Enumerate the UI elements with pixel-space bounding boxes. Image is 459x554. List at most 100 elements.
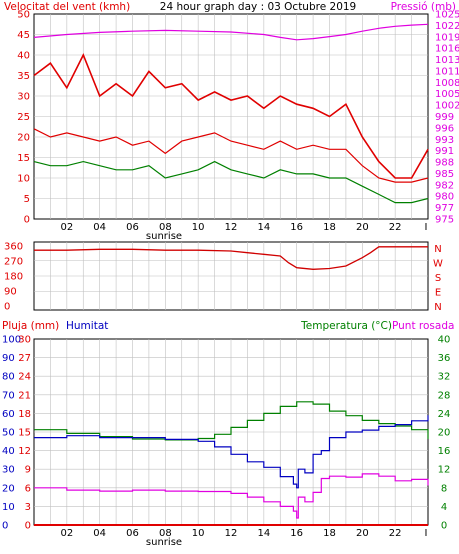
humidity-y-tick: 100 (2, 335, 21, 346)
series-temperature (33, 160, 429, 204)
pressure-y-tick: 977 (435, 203, 454, 214)
pressure-y-tick: 1025 (435, 10, 459, 21)
panel-temp-humidity: Pluja (mm) Humitat Temperatura (°C) Punt… (2, 320, 454, 548)
rain-y-tick: 21 (18, 390, 31, 401)
series-humidity (34, 415, 429, 489)
pressure-axis-label: Pressió (mb) (391, 1, 456, 13)
x-tick-label: 02 (60, 528, 73, 539)
wind-y-tick: 25 (17, 112, 30, 123)
series-dew_point (34, 473, 429, 519)
wind-y-tick: 50 (17, 10, 30, 21)
pressure-y-tick: 1013 (435, 55, 459, 66)
rain-y-tick: 27 (18, 353, 31, 364)
x-ticks-1: 02 04 06 08 10 12 14 16 18 20 22 I (60, 222, 427, 233)
x-tick-label: 12 (225, 528, 238, 539)
direction-y-ticks: 360 270 180 90 0 (4, 242, 23, 313)
pressure-y-tick: 1016 (435, 44, 459, 55)
rain-y-tick: 0 (25, 521, 31, 532)
x-tick-label: 22 (389, 528, 402, 539)
x-ticks-3: 02 04 06 08 10 12 14 16 18 20 22 I (60, 528, 427, 539)
temperature-y-tick: 32 (438, 372, 451, 383)
humidity-y-tick: 50 (2, 428, 15, 439)
compass-label: N (434, 244, 441, 255)
temperature-y-tick: 12 (438, 465, 451, 476)
temperature-y-tick: 16 (438, 446, 451, 457)
wind-y-tick: 15 (17, 153, 30, 164)
sunrise-label-3: sunrise (146, 537, 182, 548)
humidity-y-tick: 30 (2, 465, 15, 476)
x-tick-label: 08 (159, 222, 172, 233)
wind-axis-label: Velocitat del vent (kmh) (4, 1, 130, 13)
compass-label: E (435, 288, 441, 299)
series-temperature (34, 401, 429, 441)
humidity-y-tick: 40 (2, 446, 15, 457)
pressure-y-tick: 991 (435, 146, 454, 157)
humidity-y-tick: 20 (2, 483, 15, 494)
rain-y-tick: 3 (25, 502, 31, 513)
x-tick-label: 10 (192, 222, 205, 233)
rain-y-tick: 18 (18, 409, 31, 420)
humidity-y-tick: 80 (2, 372, 15, 383)
rain-y-tick: 24 (18, 372, 31, 383)
x-tick-label: 02 (60, 222, 73, 233)
x-tick-label: 16 (290, 528, 303, 539)
series-2 (34, 246, 428, 270)
temperature-y-tick: 20 (438, 428, 451, 439)
compass-label: W (433, 259, 443, 270)
x-tick-label: 14 (257, 222, 270, 233)
pressure-y-tick: 980 (435, 192, 454, 203)
x-tick-label: 04 (93, 222, 106, 233)
temperature-y-tick: 0 (441, 521, 447, 532)
series-wind (33, 128, 429, 183)
wind-y-tick: 0 (24, 215, 30, 226)
grid-1 (34, 14, 428, 219)
x-tick-label: 22 (389, 222, 402, 233)
pressure-y-tick: 985 (435, 169, 454, 180)
direction-y-tick: 360 (4, 242, 23, 253)
temperature-y-tick: 28 (438, 390, 451, 401)
rain-y-tick: 15 (18, 428, 31, 439)
pressure-y-tick: 1019 (435, 32, 459, 43)
pressure-y-tick: 982 (435, 180, 454, 191)
wind-y-tick: 20 (17, 133, 30, 144)
x-tick-label: I (425, 222, 428, 233)
direction-y-tick: 0 (4, 302, 10, 313)
humidity-y-tick: 90 (2, 353, 15, 364)
x-tick-label: 06 (126, 528, 139, 539)
wind-y-tick: 35 (17, 71, 30, 82)
x-tick-label: 20 (356, 528, 369, 539)
series-direction (34, 246, 428, 270)
rain-y-tick: 30 (18, 335, 31, 346)
pressure-y-tick: 988 (435, 158, 454, 169)
x-tick-label: 16 (290, 222, 303, 233)
x-tick-label: 10 (192, 528, 205, 539)
wind-y-tick: 45 (17, 30, 30, 41)
humidity-axis-label: Humitat (66, 320, 108, 332)
wind-y-tick: 10 (17, 174, 30, 185)
wind-y-tick: 40 (17, 51, 30, 62)
compass-label: N (434, 302, 441, 313)
series-1 (33, 23, 429, 204)
temperature-y-tick: 8 (441, 483, 447, 494)
x-tick-label: 18 (323, 222, 336, 233)
pressure-y-tick: 1008 (435, 78, 459, 89)
direction-y-tick: 90 (4, 287, 17, 298)
pressure-y-tick: 1022 (435, 21, 459, 32)
x-tick-label: 06 (126, 222, 139, 233)
x-tick-label: 14 (257, 528, 270, 539)
temperature-y-tick: 24 (438, 409, 451, 420)
pressure-y-tick: 975 (435, 215, 454, 226)
compass-label: S (435, 273, 441, 284)
pressure-y-ticks: 1025102210191016101310111008100510029999… (435, 10, 459, 226)
rain-y-tick: 9 (25, 465, 31, 476)
humidity-y-tick: 0 (2, 521, 8, 532)
temperature-y-tick: 40 (438, 335, 451, 346)
dewpoint-axis-label: Punt rosada (392, 320, 454, 332)
series-gust (33, 53, 429, 179)
